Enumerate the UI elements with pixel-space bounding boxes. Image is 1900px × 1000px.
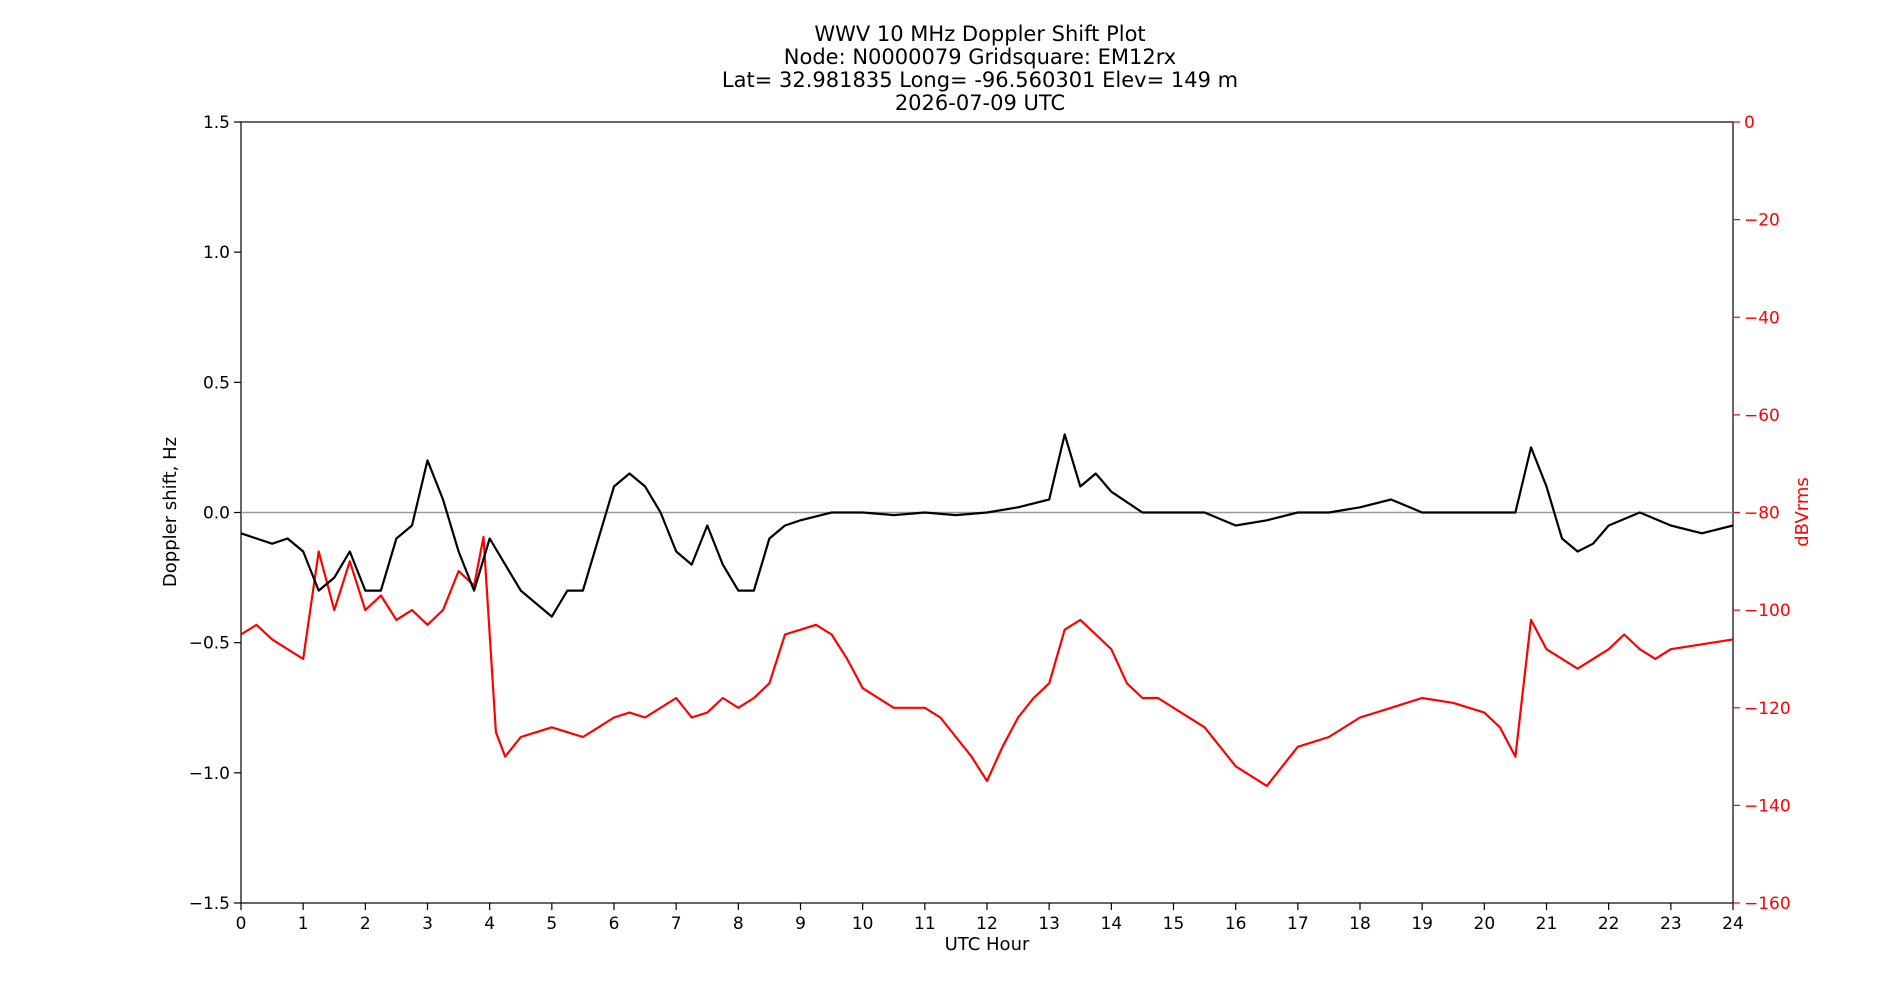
x-tick-label: 6 <box>609 914 620 934</box>
x-tick-label: 15 <box>1163 914 1185 934</box>
title-line-1: WWV 10 MHz Doppler Shift Plot <box>814 22 1145 46</box>
x-tick-label: 21 <box>1536 914 1558 934</box>
y-left-tick-label: 1.0 <box>203 243 230 263</box>
y-right-tick-label: −40 <box>1744 308 1780 328</box>
x-tick-label: 1 <box>298 914 309 934</box>
title-line-3: Lat= 32.981835 Long= -96.560301 Elev= 14… <box>722 68 1238 92</box>
y-right-tick-label: −20 <box>1744 211 1780 231</box>
y-right-tick-label: −80 <box>1744 504 1780 524</box>
y-right-tick-label: −60 <box>1744 406 1780 426</box>
y-left-tick-label: 0.0 <box>203 504 230 524</box>
x-tick-label: 2 <box>360 914 371 934</box>
x-axis-ticks: 0 1 2 3 4 5 6 7 8 9 10 11 12 13 14 15 16 17 18 19 20 21 22 23 24 <box>236 903 1744 934</box>
x-tick-label: 3 <box>422 914 433 934</box>
x-tick-label: 13 <box>1038 914 1060 934</box>
x-tick-label: 7 <box>671 914 682 934</box>
x-axis-label: UTC Hour <box>945 934 1030 955</box>
x-tick-label: 22 <box>1598 914 1620 934</box>
title-line-4: 2026-07-09 UTC <box>895 91 1065 115</box>
y-right-tick-label: −100 <box>1744 601 1791 621</box>
x-tick-label: 14 <box>1101 914 1123 934</box>
y-axis-left-ticks: 1.5 1.0 0.5 0.0 −0.5 −1.0 −1.5 <box>189 113 241 914</box>
x-tick-label: 24 <box>1722 914 1744 934</box>
y-axis-right-label: dBVrms <box>1792 477 1813 547</box>
y-axis-right-ticks: 0 −20 −40 −60 −80 −100 −120 −140 −160 <box>1733 113 1791 914</box>
x-tick-label: 17 <box>1287 914 1309 934</box>
x-tick-label: 0 <box>236 914 247 934</box>
y-left-tick-label: 0.5 <box>203 373 230 393</box>
x-tick-label: 23 <box>1660 914 1682 934</box>
x-tick-label: 12 <box>976 914 998 934</box>
x-tick-label: 4 <box>484 914 495 934</box>
x-tick-label: 9 <box>795 914 806 934</box>
x-tick-label: 8 <box>733 914 744 934</box>
series-layer <box>240 433 1734 788</box>
y-left-tick-label: −1.5 <box>189 894 230 914</box>
y-left-tick-label: 1.5 <box>203 113 230 133</box>
y-right-tick-label: −140 <box>1744 796 1791 816</box>
x-tick-label: 5 <box>546 914 557 934</box>
x-tick-label: 16 <box>1225 914 1247 934</box>
y-left-tick-label: −0.5 <box>189 634 230 654</box>
x-tick-label: 18 <box>1349 914 1371 934</box>
doppler-series-line <box>240 433 1734 618</box>
y-axis-left-label: Doppler shift, Hz <box>160 437 181 587</box>
y-right-tick-label: −160 <box>1744 894 1791 914</box>
y-right-tick-label: 0 <box>1744 113 1755 133</box>
x-tick-label: 20 <box>1474 914 1496 934</box>
chart-title: WWV 10 MHz Doppler Shift Plot Node: N000… <box>722 22 1238 115</box>
title-line-2: Node: N0000079 Gridsquare: EM12rx <box>784 45 1176 69</box>
y-right-tick-label: −120 <box>1744 699 1791 719</box>
x-tick-label: 19 <box>1411 914 1433 934</box>
x-tick-label: 10 <box>852 914 874 934</box>
y-left-tick-label: −1.0 <box>189 764 230 784</box>
x-tick-label: 11 <box>914 914 936 934</box>
power-series-line <box>240 535 1734 788</box>
